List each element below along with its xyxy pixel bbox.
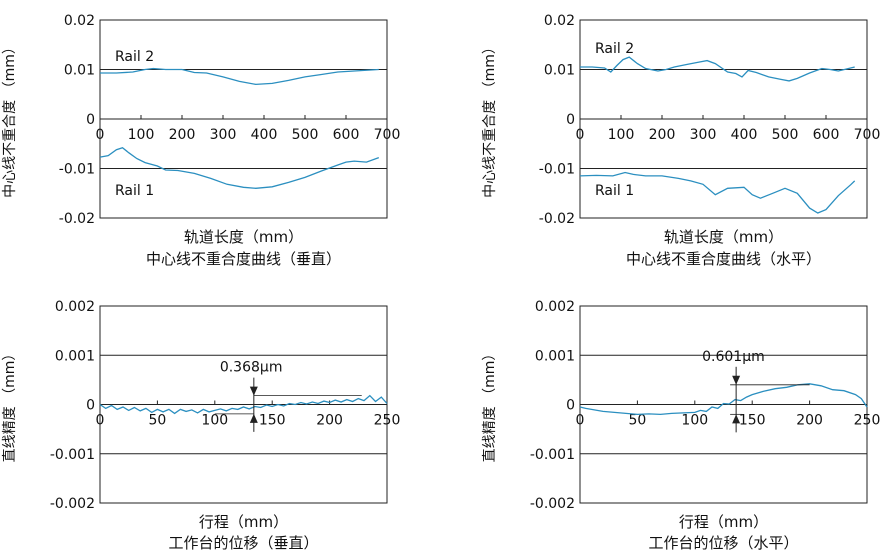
x-tick-label: 400 [251, 127, 278, 143]
x-tick-label: 200 [169, 127, 196, 143]
x-tick-label: 0 [96, 413, 105, 429]
x-tick-label: 400 [731, 127, 758, 143]
series-line [579, 171, 856, 214]
x-tick-label: 300 [690, 127, 717, 143]
x-tick-label: 100 [201, 413, 228, 429]
x-tick-label: 150 [739, 413, 766, 429]
chart-title: 中心线不重合度曲线（水平） [626, 250, 821, 268]
series-line [99, 146, 380, 189]
x-tick-label: 100 [128, 127, 155, 143]
rail-label: Rail 2 [595, 41, 634, 57]
y-tick-label: 0 [566, 112, 575, 128]
chart-vertical-misalignment: 0.02 0.01 0 -0.01 -0.02 0 100 200 300 400 500 600 70… [2, 13, 400, 268]
y-tick-label: 0.01 [544, 63, 575, 79]
x-axis-label: 轨道长度（mm） [184, 228, 303, 246]
x-axis-label: 行程（mm） [199, 513, 288, 531]
x-tick-label: 250 [374, 413, 401, 429]
chart-horizontal-misalignment: 0.02 0.01 0 -0.01 -0.02 0 100 200 300 400 500 600 70… [482, 13, 880, 268]
y-tick-label: 0.001 [535, 348, 575, 364]
y-tick-label: -0.02 [539, 211, 575, 227]
series-line [580, 56, 855, 82]
rail-label: Rail 1 [595, 183, 634, 199]
measurement-label: 0.368μm [220, 360, 283, 376]
x-tick-label: 0 [576, 413, 585, 429]
series-line [579, 383, 868, 416]
x-tick-label: 50 [628, 413, 646, 429]
y-tick-label: 0.002 [55, 299, 95, 315]
x-tick-label: 0 [96, 127, 105, 143]
arrow-head-down [732, 375, 741, 385]
y-tick-label: 0 [86, 398, 95, 414]
y-tick-label: -0.002 [50, 496, 95, 512]
x-tick-label: 600 [333, 127, 360, 143]
series-line [100, 67, 379, 86]
measurement-label: 0.601μm [702, 349, 765, 365]
y-tick-label: 0.02 [544, 13, 575, 29]
y-tick-label: 0 [86, 112, 95, 128]
x-tick-label: 700 [854, 127, 881, 143]
arrow-head-up [732, 414, 741, 424]
y-tick-label: 0.02 [64, 13, 95, 29]
y-tick-label: 0.01 [64, 63, 95, 79]
x-tick-label: 50 [148, 413, 166, 429]
x-tick-label: 500 [292, 127, 319, 143]
y-axis-label: 中心线不重合度 （mm） [2, 40, 18, 198]
chart-title: 工作台的位移（水平） [648, 534, 798, 552]
x-tick-label: 700 [374, 127, 401, 143]
arrow-head-down [249, 386, 258, 396]
y-axis-label: 直线精度 （mm） [481, 347, 498, 463]
x-tick-label: 300 [210, 127, 237, 143]
y-tick-label: -0.01 [539, 162, 575, 178]
rail-label: Rail 2 [115, 49, 154, 65]
x-tick-label: 200 [316, 413, 343, 429]
x-tick-label: 100 [608, 127, 635, 143]
x-tick-label: 600 [813, 127, 840, 143]
x-tick-label: 200 [796, 413, 823, 429]
x-axis-label: 轨道长度（mm） [664, 228, 783, 246]
y-tick-label: 0 [566, 398, 575, 414]
chart-title: 中心线不重合度曲线（垂直） [146, 250, 341, 268]
rail-label: Rail 1 [115, 183, 154, 199]
y-tick-label: -0.02 [59, 211, 95, 227]
y-tick-label: -0.002 [530, 496, 575, 512]
y-tick-label: -0.001 [50, 447, 95, 463]
chart-title: 工作台的位移（垂直） [168, 534, 318, 552]
x-tick-label: 0 [576, 127, 585, 143]
y-tick-label: 0.001 [55, 348, 95, 364]
chart-table-displacement-horizontal: 0.002 0.001 0 -0.001 -0.002 0 50 100 150 200 250 0.… [481, 299, 880, 552]
y-tick-label: -0.01 [59, 162, 95, 178]
y-axis-label: 中心线不重合度 （mm） [482, 40, 498, 198]
x-axis-label: 行程（mm） [679, 513, 768, 531]
x-tick-label: 200 [649, 127, 676, 143]
x-tick-label: 500 [772, 127, 799, 143]
arrow-head-up [249, 413, 258, 423]
series-line [99, 394, 388, 415]
y-tick-label: -0.001 [530, 447, 575, 463]
y-tick-label: 0.002 [535, 299, 575, 315]
x-tick-label: 250 [854, 413, 881, 429]
chart-table-displacement-vertical: 0.002 0.001 0 -0.001 -0.002 0 50 100 150 200 250 0.… [1, 299, 400, 552]
x-tick-label: 100 [681, 413, 708, 429]
y-axis-label: 直线精度 （mm） [1, 347, 18, 463]
x-tick-label: 150 [259, 413, 286, 429]
